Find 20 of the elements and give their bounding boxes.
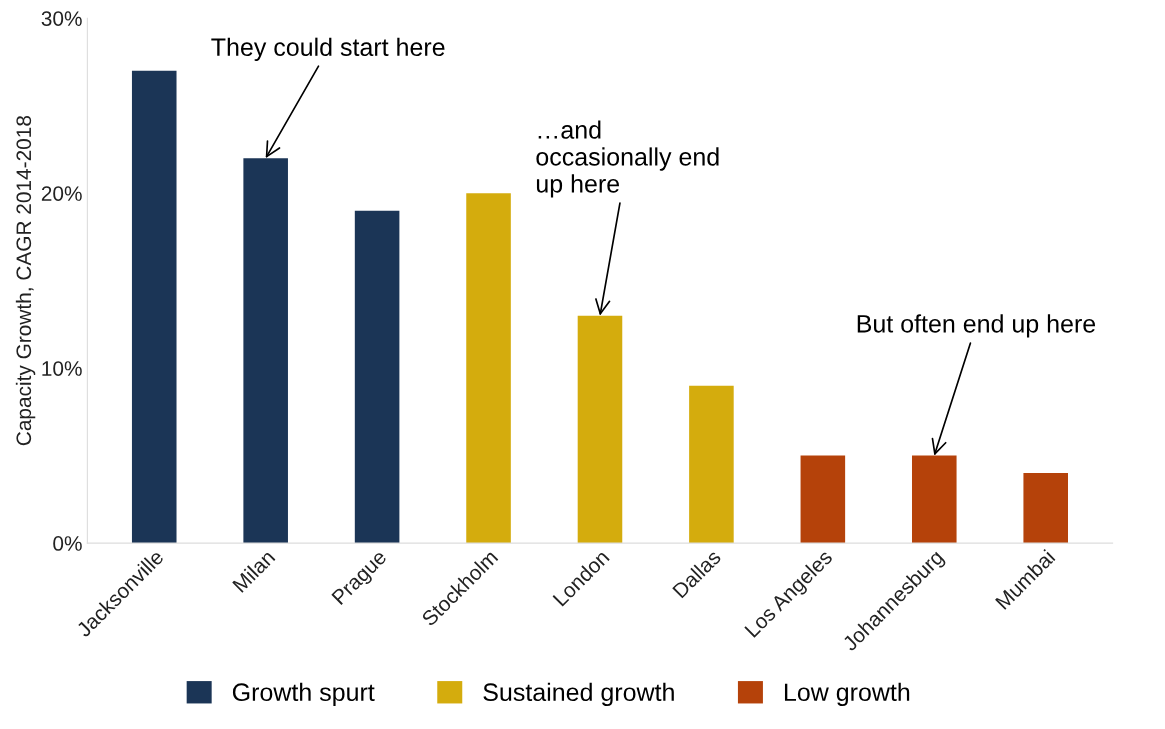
- bar: [243, 158, 288, 544]
- annotation: …and occasionally end up here: [536, 120, 719, 198]
- bar: [911, 455, 957, 544]
- bar: [466, 193, 511, 544]
- y-tick-label: 20%: [41, 186, 82, 201]
- y-tick-label: 0%: [53, 536, 82, 551]
- bar: [689, 385, 734, 544]
- bar: [131, 70, 177, 544]
- legend-label: Growth spurt: [232, 682, 375, 707]
- bar: [800, 455, 846, 544]
- y-tick-label: 10%: [42, 361, 82, 376]
- bar: [1023, 473, 1068, 544]
- y-axis-title: Capacity Growth, CAGR 2014-2018: [15, 115, 36, 446]
- annotation: They could start here: [211, 37, 445, 61]
- legend-label: Low growth: [784, 682, 910, 707]
- bar: [354, 210, 400, 544]
- bar: [577, 315, 623, 544]
- annotation: But often end up here: [857, 314, 1096, 338]
- legend-label: Sustained growth: [483, 682, 674, 707]
- y-tick-label: 30%: [41, 11, 82, 26]
